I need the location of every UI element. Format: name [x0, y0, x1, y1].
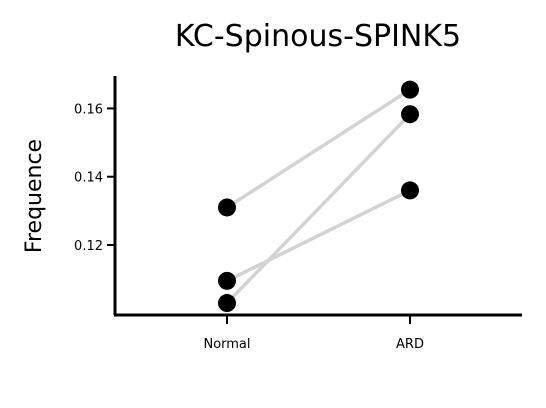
data-point: [401, 80, 419, 99]
pair-line: [226, 188, 411, 283]
y-ticks: 0.12 0.14 0.16: [74, 102, 115, 254]
y-tick-label: 0.16: [74, 102, 103, 117]
y-tick-label: 0.12: [74, 239, 103, 254]
data-point: [401, 181, 419, 200]
pair-line: [225, 113, 412, 305]
x-tick-label: ARD: [396, 337, 424, 352]
chart-title: KC-Spinous-SPINK5: [175, 19, 461, 54]
data-point: [218, 271, 236, 290]
y-axis-label: Frequence: [22, 139, 47, 253]
x-ticks: Normal ARD: [203, 315, 424, 352]
data-points: [218, 80, 419, 313]
x-tick-label: Normal: [203, 337, 250, 352]
y-tick-label: 0.14: [74, 171, 103, 186]
data-point: [401, 105, 419, 124]
data-point: [218, 294, 236, 313]
pair-lines: [225, 88, 412, 305]
pair-line: [226, 88, 411, 209]
data-point: [218, 198, 236, 217]
